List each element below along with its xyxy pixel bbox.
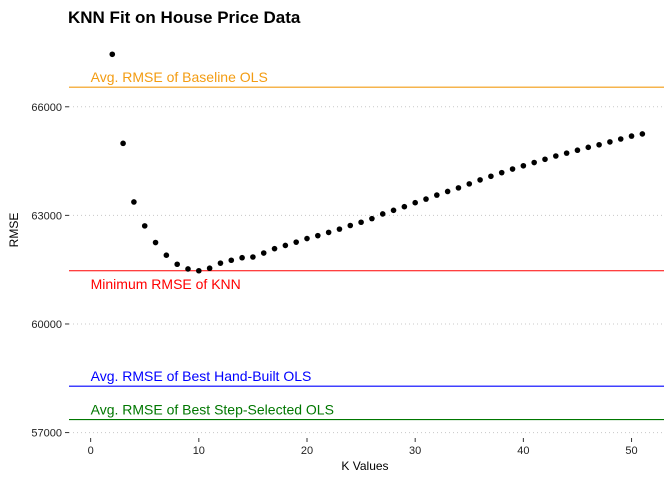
chart-title: KNN Fit on House Price Data (68, 8, 301, 27)
data-point (336, 226, 343, 232)
data-point (358, 219, 364, 226)
data-point (531, 159, 537, 166)
data-point (596, 141, 602, 148)
data-point (617, 136, 624, 142)
data-point (455, 185, 462, 191)
data-point (509, 166, 516, 172)
data-point (520, 162, 527, 169)
y-axis-title: RMSE (7, 213, 21, 248)
data-point (563, 150, 570, 156)
x-tick-label: 20 (301, 445, 313, 457)
data-point (466, 181, 473, 187)
data-point (477, 177, 483, 183)
data-point (585, 144, 592, 151)
data-point (401, 203, 408, 210)
data-point (260, 250, 267, 256)
data-point (163, 252, 170, 258)
data-point (271, 245, 278, 252)
data-point (206, 265, 213, 272)
data-point (379, 211, 386, 217)
y-tick-label: 57000 (31, 428, 62, 440)
x-tick-label: 50 (625, 445, 637, 457)
x-tick-label: 0 (88, 445, 94, 457)
reference-line-label: Avg. RMSE of Best Step-Selected OLS (91, 402, 334, 418)
data-point (109, 51, 116, 58)
y-axis-ticks: 57000 60000 63000 66000 (31, 102, 69, 440)
x-axis-title: K Values (341, 459, 388, 473)
data-point (553, 153, 559, 159)
data-point (639, 131, 646, 137)
data-point (434, 192, 440, 198)
data-point (607, 139, 613, 145)
y-tick-label: 60000 (31, 319, 62, 331)
data-points (109, 51, 646, 274)
x-tick-label: 30 (409, 445, 421, 457)
data-point (315, 232, 321, 239)
x-tick-label: 10 (193, 445, 205, 457)
data-point (628, 133, 635, 139)
data-point (325, 229, 332, 236)
data-point (196, 267, 202, 274)
data-point (488, 173, 494, 180)
data-point (217, 260, 224, 266)
data-point (174, 261, 180, 268)
data-point (141, 223, 148, 229)
data-point (423, 196, 429, 202)
reference-line-label: Avg. RMSE of Best Hand-Built OLS (91, 368, 312, 384)
data-point (152, 239, 159, 246)
data-point (542, 156, 548, 163)
data-point (239, 254, 245, 261)
data-point (293, 239, 299, 245)
data-point (304, 235, 310, 242)
data-point (369, 215, 375, 222)
x-axis-ticks: 0 10 20 30 40 50 (88, 438, 638, 457)
reference-line-label: Avg. RMSE of Baseline OLS (91, 69, 268, 85)
data-point (347, 222, 354, 229)
data-point (412, 199, 418, 206)
data-point (282, 242, 289, 249)
data-point (574, 147, 581, 154)
y-tick-label: 66000 (31, 102, 62, 114)
data-point (185, 266, 191, 272)
y-tick-label: 63000 (31, 210, 62, 222)
data-point (498, 169, 505, 176)
reference-lines: Avg. RMSE of Baseline OLS Minimum RMSE of… (69, 69, 664, 421)
data-point (228, 257, 235, 264)
data-point (444, 188, 451, 195)
data-point (131, 199, 137, 205)
data-point (390, 207, 397, 214)
reference-line-label: Minimum RMSE of KNN (91, 276, 241, 292)
data-point (250, 254, 256, 260)
data-point (120, 140, 126, 147)
x-tick-label: 40 (517, 445, 529, 457)
